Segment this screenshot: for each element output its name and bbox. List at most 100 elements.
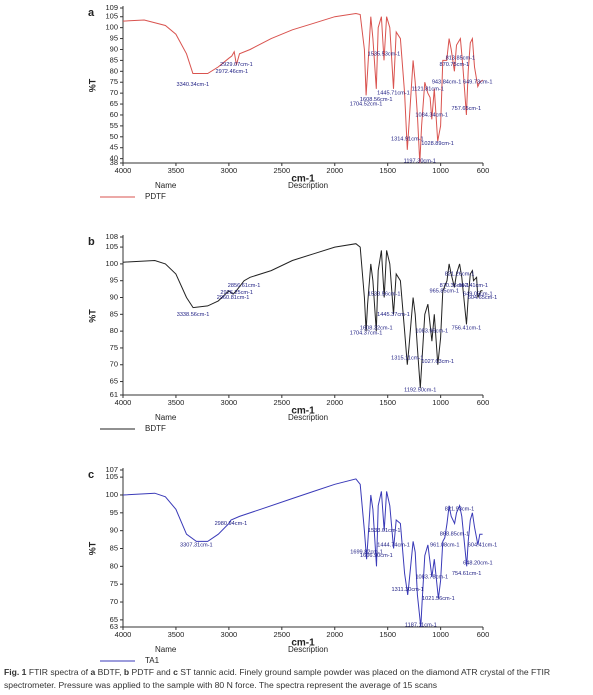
y-tick-label: 75	[110, 579, 118, 588]
y-tick-label: 63	[110, 622, 118, 631]
x-tick-label: 3500	[168, 398, 185, 407]
peak-label: 754.61cm-1	[452, 571, 482, 577]
peak-label: 2960.81cm-1	[217, 295, 250, 301]
caption-text: FTIR spectra of	[26, 667, 91, 677]
peak-label: 1084.34cm-1	[415, 112, 448, 118]
x-tick-label: 3500	[168, 166, 185, 175]
x-tick-label: 3000	[221, 398, 238, 407]
peak-label: 3307.31cm-1	[180, 542, 213, 548]
y-tick-label: 105	[105, 472, 118, 481]
y-tick-label: 107	[105, 465, 118, 474]
panel-label: b	[88, 236, 95, 248]
y-tick-label: 75	[110, 343, 118, 352]
peak-label: 2929.07cm-1	[220, 62, 253, 68]
legend-label: BDTF	[145, 424, 166, 433]
y-tick-label: 100	[105, 259, 118, 268]
peak-label: 1192.50cm-1	[404, 387, 436, 393]
peak-label: 1445.37cm-1	[377, 312, 410, 318]
legend-label: PDTF	[145, 192, 166, 201]
y-tick-label: 45	[110, 143, 118, 152]
peak-label: 757.65cm-1	[452, 106, 482, 112]
peak-label: 2856.61cm-1	[228, 283, 261, 289]
y-tick-label: 95	[110, 276, 118, 285]
x-tick-label: 4000	[115, 630, 132, 639]
peak-label: 943.84cm-1	[432, 80, 462, 86]
y-tick-label: 90	[110, 292, 118, 301]
y-tick-label: 105	[105, 242, 118, 251]
figure: a384045505560657075808590951001051094000…	[87, 3, 498, 665]
peak-label: 1606.90cm-1	[360, 553, 393, 559]
caption-text: Fig. 1	[4, 667, 27, 677]
y-tick-label: 95	[110, 34, 118, 43]
x-tick-label: 4000	[115, 166, 132, 175]
peak-label: 2972.46cm-1	[215, 69, 248, 75]
peak-label: 1314.91cm-1	[391, 136, 424, 142]
peak-label: 1444.74cm-1	[377, 542, 410, 548]
x-tick-label: 600	[477, 630, 490, 639]
peak-label: 1608.32cm-1	[360, 325, 393, 331]
legend-label: TA1	[145, 656, 160, 664]
caption: Fig. 1 FTIR spectra of a BDTF, b PDTF an…	[4, 666, 589, 692]
peak-label: 1021.56cm-1	[422, 596, 455, 602]
y-tick-label: 105	[105, 12, 118, 21]
peak-label: 868.85cm-1	[440, 532, 470, 538]
peak-label: 965.85cm-1	[429, 288, 459, 294]
peak-label: 1028.89cm-1	[421, 141, 454, 147]
y-tick-label: 65	[110, 377, 118, 386]
peak-label: 1197.30cm-1	[404, 158, 436, 164]
y-tick-label: 38	[110, 158, 118, 167]
y-tick-label: 100	[105, 23, 118, 32]
peak-label: 604.41cm-1	[468, 542, 498, 548]
description-header: Description	[288, 181, 328, 190]
x-tick-label: 3000	[221, 630, 238, 639]
y-tick-label: 70	[110, 597, 118, 606]
peak-label: 756.41cm-1	[452, 325, 482, 331]
y-tick-label: 80	[110, 561, 118, 570]
peak-label: 1704.37cm-1	[350, 330, 383, 336]
name-header: Name	[155, 645, 177, 654]
spectrum-line	[122, 243, 483, 389]
name-header: Name	[155, 181, 177, 190]
caption-text: PDTF and	[129, 667, 174, 677]
peak-label: 1533.56cm-1	[368, 292, 401, 298]
peak-label: 1083.96cm-1	[415, 329, 448, 335]
x-axis-title: cm-1	[291, 406, 315, 417]
y-tick-label: 85	[110, 309, 118, 318]
y-tick-label: 80	[110, 66, 118, 75]
y-tick-label: 70	[110, 360, 118, 369]
peak-label: 961.08cm-1	[430, 542, 460, 548]
y-axis-title: %T	[87, 541, 97, 555]
spectrum-line	[122, 12, 484, 164]
x-tick-label: 2000	[326, 166, 343, 175]
peak-label: 1533.01cm-1	[368, 528, 401, 534]
caption-text: b	[123, 667, 130, 677]
description-header: Description	[288, 413, 328, 422]
peak-label: 1608.56cm-1	[360, 97, 393, 103]
peak-label: 870.36cm-1	[440, 283, 470, 289]
x-axis-title: cm-1	[291, 638, 315, 649]
y-tick-label: 55	[110, 121, 118, 130]
panel-label: c	[88, 469, 94, 481]
peak-label: 2926.25cm-1	[220, 290, 253, 296]
y-tick-label: 80	[110, 326, 118, 335]
y-tick-label: 50	[110, 132, 118, 141]
x-tick-label: 600	[477, 166, 490, 175]
spectrum-line	[122, 478, 483, 628]
description-header: Description	[288, 645, 328, 654]
x-tick-label: 3500	[168, 630, 185, 639]
x-tick-label: 1500	[379, 630, 396, 639]
peak-label: 1027.63cm-1	[421, 359, 454, 365]
y-tick-label: 61	[110, 390, 118, 399]
y-tick-label: 70	[110, 88, 118, 97]
peak-label: 648.20cm-1	[463, 560, 493, 566]
y-tick-label: 90	[110, 44, 118, 53]
peak-label: 1121.81cm-1	[412, 86, 444, 92]
peak-label: 649.05cm-1	[463, 292, 493, 298]
peak-label: 813.85cm-1	[446, 56, 476, 62]
peak-label: 1311.30cm-1	[392, 587, 424, 593]
caption-text: a	[90, 667, 96, 677]
y-tick-label: 90	[110, 526, 118, 535]
y-axis-title: %T	[87, 78, 97, 92]
caption-text: ST tannic acid. Finely ground sample pow…	[4, 667, 551, 690]
y-tick-label: 40	[110, 154, 118, 163]
